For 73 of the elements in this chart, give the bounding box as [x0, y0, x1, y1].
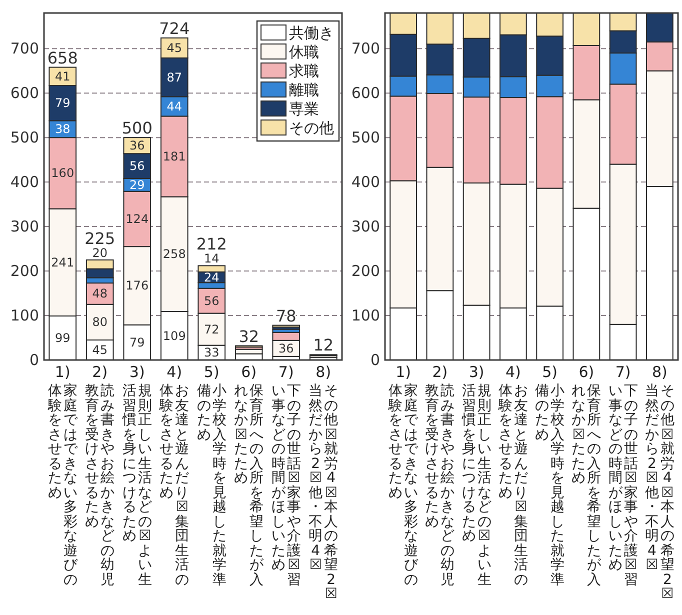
- y-tick-label: 600: [351, 84, 380, 102]
- data-label: 36: [129, 138, 145, 153]
- y-tick-label: 300: [351, 218, 380, 236]
- data-label: 124: [126, 212, 149, 226]
- legend-label: 離職: [289, 81, 319, 99]
- legend-label: 休職: [289, 43, 319, 61]
- y-tick-label: 100: [351, 306, 380, 325]
- data-label: 38: [54, 122, 70, 136]
- data-label: 29: [129, 178, 145, 192]
- total-label: 212: [196, 234, 227, 254]
- category-label: 7) 下の子の世話☒家事や介護☒習い事などの時間がほしいため: [271, 363, 301, 588]
- data-label: 41: [54, 69, 70, 84]
- category-label: 1) 家庭ではできない多彩な遊びの体験をさせるため: [48, 363, 78, 588]
- y-tick-label: 400: [10, 173, 39, 192]
- data-label: 79: [54, 96, 70, 110]
- y-tick-label: 200: [351, 262, 380, 280]
- data-label: 160: [51, 166, 74, 180]
- category-label: 3) 規則正しい生活などの☒よい生活習慣を身につけるため: [462, 363, 492, 588]
- data-label: 14: [204, 252, 220, 266]
- category-label: 2) 読み書きやお絵かきなどの幼児教育を受けさせるため: [425, 363, 455, 588]
- category-label: 1) 家庭ではできない多彩な遊びの体験をさせるため: [388, 363, 418, 588]
- category-label: 5) 小学校入学時を見越した就学準備のため: [535, 363, 565, 588]
- total-label: 225: [84, 228, 116, 248]
- category-label: 3) 規則正しい生活などの☒よい生活習慣を身につけるため: [122, 363, 152, 588]
- y-tick-label: 100: [10, 306, 39, 325]
- y-tick-label: 400: [351, 173, 380, 192]
- legend-label: 専業: [289, 100, 319, 118]
- data-label: 241: [51, 255, 74, 270]
- category-label: 8) その他☒就労4☒本人の希望2☒当然だから2☒他・不明4☒: [308, 363, 338, 602]
- data-label: 99: [54, 330, 70, 345]
- data-label: 79: [129, 335, 145, 350]
- data-label: 24: [204, 270, 220, 284]
- data-label: 45: [92, 342, 108, 357]
- category-label: 2) 読み書きやお絵かきなどの幼児教育を受けさせるため: [85, 363, 115, 588]
- data-label: 87: [166, 70, 182, 84]
- data-label: 176: [126, 278, 149, 293]
- data-label: 36: [278, 341, 294, 356]
- legend-label: 求職: [289, 62, 319, 80]
- data-label: 109: [162, 328, 186, 343]
- data-label: 258: [162, 247, 186, 262]
- data-label: 33: [204, 346, 220, 360]
- y-tick-label: 300: [10, 218, 39, 236]
- data-label: 56: [204, 294, 220, 308]
- data-label: 20: [92, 246, 108, 260]
- total-label: 12: [313, 336, 334, 355]
- data-label: 48: [92, 286, 108, 301]
- total-label: 724: [159, 18, 190, 38]
- total-label: 500: [122, 118, 152, 138]
- y-tick-label: 500: [351, 128, 380, 147]
- category-label: 4) お友達と遊んだり☒集団生活の体験をさせるため: [498, 363, 528, 588]
- category-label: 6) 保育所への入所を希望したが入れなか☒たため: [234, 363, 264, 588]
- y-tick-label: 600: [10, 84, 39, 102]
- y-tick-label: 700: [351, 40, 380, 58]
- data-label: 44: [166, 99, 182, 114]
- category-label: 6) 保育所への入所を希望したが入れなか☒たため: [572, 363, 602, 588]
- data-label: 181: [162, 149, 186, 164]
- legend-label: その他: [289, 119, 334, 137]
- data-label: 80: [92, 315, 108, 330]
- y-tick-label: 200: [10, 262, 39, 280]
- y-tick-label: 700: [10, 40, 39, 58]
- y-tick-label: 0: [29, 351, 39, 369]
- total-label: 658: [47, 48, 78, 68]
- y-tick-label: 500: [10, 128, 39, 147]
- data-label: 45: [166, 40, 182, 55]
- data-label: 72: [204, 322, 220, 336]
- data-label: 56: [129, 159, 145, 174]
- y-tick-label: 0: [370, 351, 380, 369]
- category-label: 7) 下の子の世話☒家事や介護☒習い事などの時間がほしいため: [608, 363, 638, 588]
- category-label: 8) その他☒就労4☒本人の希望2☒当然だから2☒他・不明4☒: [644, 363, 674, 602]
- category-label: 5) 小学校入学時を見越した就学準備のため: [196, 363, 226, 588]
- category-label: 4) お友達と遊んだり☒集団生活の体験をさせるため: [160, 363, 190, 588]
- total-label: 32: [238, 326, 260, 346]
- legend-label: 共働き: [289, 24, 334, 42]
